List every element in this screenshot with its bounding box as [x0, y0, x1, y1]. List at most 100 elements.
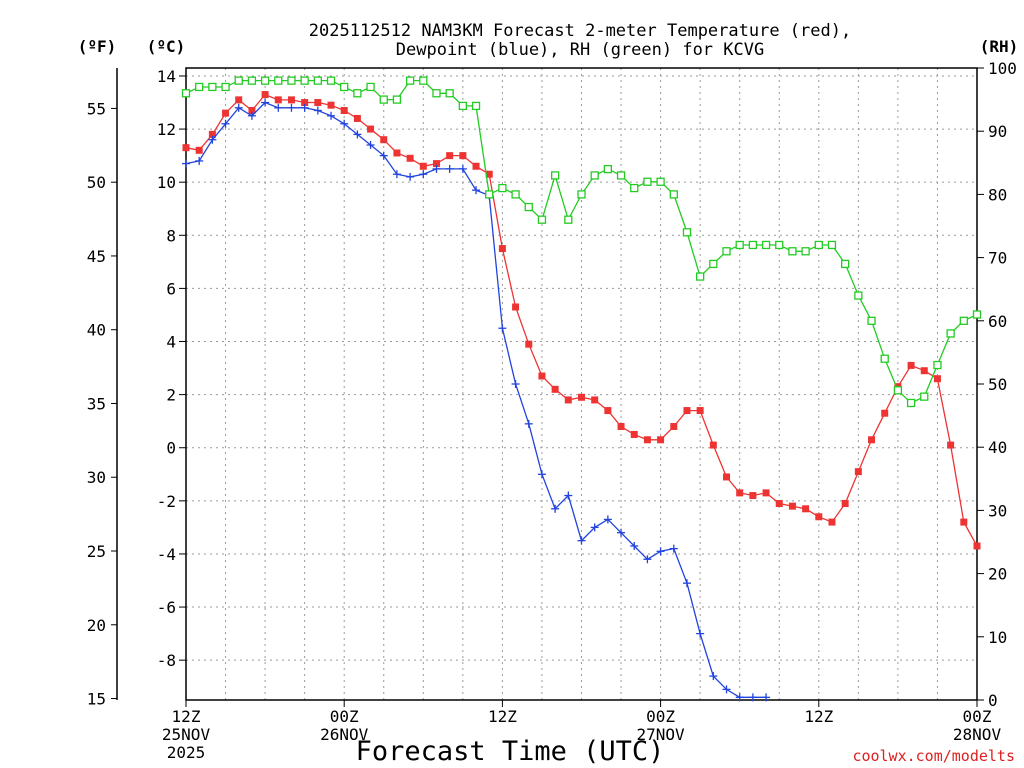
- data-point-rh: [959, 316, 968, 325]
- data-point-dewpoint: [208, 135, 217, 144]
- celsius-tick-label: 12: [157, 120, 176, 139]
- data-point-temperature: [696, 407, 704, 415]
- data-point-temperature: [643, 436, 651, 444]
- data-point-rh: [379, 95, 388, 104]
- data-point-temperature: [393, 149, 401, 157]
- data-point-rh: [458, 101, 468, 111]
- data-point-temperature: [881, 409, 889, 417]
- data-point-rh: [485, 190, 494, 199]
- data-point-rh: [300, 76, 309, 85]
- data-point-temperature: [947, 441, 955, 449]
- data-point-dewpoint: [353, 130, 362, 139]
- data-point-rh: [537, 215, 547, 224]
- fahrenheit-tick-label: 50: [87, 173, 106, 192]
- data-point-temperature: [591, 396, 599, 404]
- data-point-temperature: [340, 106, 348, 114]
- data-point-rh: [814, 240, 823, 250]
- rh-tick-label: 60: [988, 312, 1007, 331]
- data-point-rh: [735, 240, 744, 250]
- data-point-rh: [419, 76, 428, 85]
- data-point-temperature: [828, 518, 836, 526]
- data-point-rh: [353, 89, 362, 98]
- data-point-temperature: [802, 505, 810, 513]
- data-point-temperature: [578, 393, 585, 401]
- data-point-dewpoint: [182, 159, 190, 168]
- data-point-dewpoint: [195, 156, 204, 165]
- data-point-rh: [274, 76, 283, 85]
- unit-label-celsius: (ºC): [147, 37, 186, 56]
- data-point-dewpoint: [472, 186, 481, 195]
- data-point-temperature: [222, 109, 230, 117]
- series-plus: [182, 98, 771, 702]
- rh-tick-label: 50: [988, 375, 1007, 394]
- data-point-dewpoint: [406, 172, 415, 181]
- fahrenheit-tick-label: 20: [87, 616, 106, 635]
- data-point-dewpoint: [247, 111, 256, 120]
- data-point-rh: [709, 259, 718, 269]
- data-point-rh: [972, 310, 982, 319]
- celsius-tick-label: -2: [157, 492, 176, 511]
- data-point-dewpoint: [617, 528, 626, 537]
- data-point-dewpoint: [379, 151, 388, 160]
- x-tick-label: 00Z: [963, 707, 992, 726]
- data-point-rh: [656, 177, 665, 186]
- data-point-rh: [550, 171, 560, 180]
- data-point-dewpoint: [445, 164, 454, 173]
- fahrenheit-tick-label: 25: [87, 542, 106, 561]
- data-point-temperature: [920, 367, 928, 375]
- celsius-tick-label: 8: [166, 226, 176, 245]
- data-point-dewpoint: [432, 164, 441, 173]
- data-point-temperature: [749, 492, 757, 500]
- fahrenheit-tick-label: 55: [87, 99, 106, 118]
- data-point-temperature: [485, 170, 493, 178]
- data-point-temperature: [525, 340, 533, 348]
- data-point-rh: [208, 82, 217, 92]
- data-point-dewpoint: [735, 693, 744, 702]
- data-point-temperature: [274, 96, 282, 104]
- data-point-temperature: [788, 502, 796, 510]
- data-point-temperature: [314, 99, 322, 107]
- data-point-rh: [366, 82, 375, 92]
- data-point-dewpoint: [340, 119, 349, 128]
- data-point-rh: [392, 95, 402, 104]
- data-point-temperature: [287, 96, 295, 104]
- data-point-rh: [906, 398, 916, 408]
- data-point-rh: [748, 240, 758, 250]
- data-series: [181, 76, 982, 702]
- data-point-temperature: [419, 162, 427, 170]
- data-point-rh: [722, 247, 731, 256]
- data-point-rh: [893, 386, 903, 395]
- x-tick-label: 00Z: [646, 707, 675, 726]
- unit-label-rh: (RH): [980, 37, 1019, 56]
- data-point-rh: [630, 183, 639, 193]
- data-point-temperature: [261, 91, 269, 99]
- data-point-rh: [920, 392, 929, 401]
- data-point-temperature: [301, 99, 309, 107]
- data-point-rh: [445, 89, 454, 98]
- data-point-rh: [313, 76, 322, 85]
- data-point-rh: [326, 76, 336, 85]
- data-point-temperature: [353, 114, 361, 122]
- data-point-rh: [603, 164, 613, 174]
- data-point-rh: [405, 76, 415, 85]
- celsius-tick-label: -8: [157, 651, 176, 670]
- data-point-temperature: [657, 436, 665, 444]
- data-point-dewpoint: [564, 491, 573, 500]
- data-point-temperature: [736, 489, 744, 497]
- data-point-dewpoint: [551, 504, 560, 513]
- data-point-temperature: [208, 130, 216, 138]
- data-point-temperature: [762, 489, 770, 497]
- data-point-dewpoint: [313, 106, 322, 115]
- data-point-temperature: [815, 513, 823, 521]
- data-point-temperature: [841, 499, 849, 507]
- data-point-dewpoint: [643, 555, 652, 564]
- series-filled-square: [182, 91, 981, 550]
- data-point-rh: [867, 316, 876, 325]
- data-point-dewpoint: [537, 470, 546, 479]
- data-point-temperature: [670, 422, 678, 430]
- x-tick-label: 12Z: [172, 707, 201, 726]
- data-point-dewpoint: [498, 324, 507, 333]
- data-point-rh: [590, 171, 599, 180]
- data-point-dewpoint: [511, 380, 520, 388]
- data-point-temperature: [564, 396, 572, 404]
